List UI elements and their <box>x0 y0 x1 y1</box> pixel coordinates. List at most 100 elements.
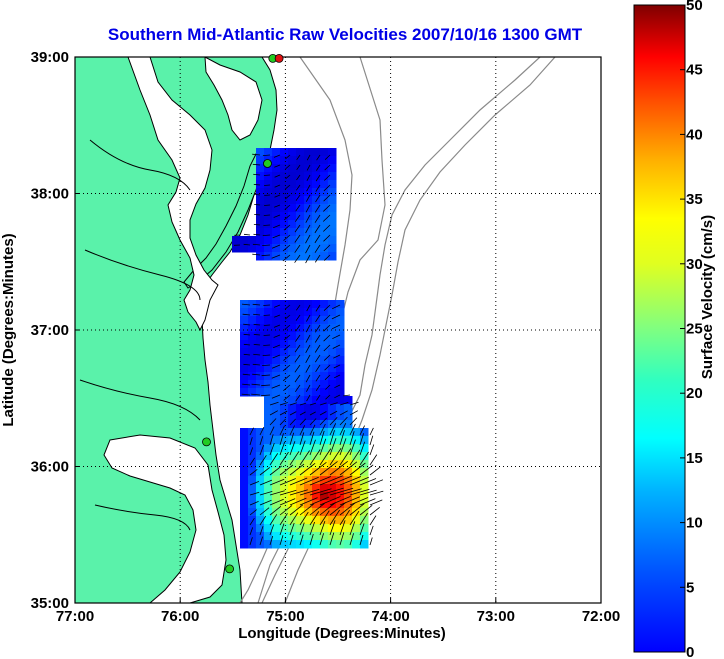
velocity-vector <box>329 402 338 406</box>
velocity-cell <box>344 452 353 461</box>
velocity-cell <box>336 412 345 421</box>
velocity-cell <box>328 332 337 341</box>
velocity-cell <box>320 244 329 253</box>
velocity-vector <box>314 324 321 333</box>
velocity-cell <box>304 476 313 485</box>
velocity-vector <box>309 402 317 406</box>
velocity-cell <box>280 476 289 485</box>
velocity-vector <box>305 194 311 202</box>
velocity-vector <box>314 214 321 223</box>
velocity-vector <box>273 214 281 218</box>
velocity-cell <box>264 228 273 237</box>
velocity-cell <box>256 476 265 485</box>
velocity-vector <box>331 304 341 310</box>
velocity-vector <box>283 234 291 241</box>
velocity-vector <box>339 423 347 436</box>
velocity-vector <box>259 436 264 446</box>
velocity-vector <box>279 478 296 486</box>
map-grid <box>75 57 601 603</box>
velocity-cell <box>320 524 329 533</box>
velocity-cell <box>288 228 297 237</box>
velocity-cell <box>296 172 305 181</box>
velocity-cell <box>264 476 273 485</box>
velocity-vector <box>299 440 306 456</box>
velocity-cell <box>240 308 249 317</box>
velocity-vector <box>359 504 373 516</box>
velocity-vector <box>263 214 271 216</box>
velocity-vector <box>294 214 301 222</box>
velocity-cell <box>296 156 305 165</box>
velocity-cell <box>328 540 337 549</box>
velocity-cell <box>256 364 265 373</box>
velocity-cell <box>312 388 321 397</box>
velocity-cell <box>344 420 353 429</box>
velocity-cell <box>232 244 241 253</box>
velocity-vector <box>349 521 356 536</box>
velocity-cell <box>336 500 345 509</box>
velocity-cell <box>304 460 313 469</box>
velocity-vector <box>314 224 321 234</box>
velocity-cell <box>312 516 321 525</box>
velocity-vector <box>299 488 320 496</box>
velocity-cell <box>288 332 297 341</box>
velocity-vector <box>369 479 383 486</box>
velocity-vector <box>243 243 251 246</box>
velocity-cell <box>328 484 337 493</box>
velocity-vector <box>249 491 260 496</box>
velocity-cell <box>272 316 281 325</box>
velocity-vector <box>323 234 331 242</box>
velocity-cell <box>304 516 313 525</box>
velocity-vector <box>254 194 261 196</box>
velocity-cell <box>304 332 313 341</box>
velocity-cell <box>240 388 249 397</box>
velocity-vector <box>325 394 331 400</box>
velocity-vector <box>249 447 254 456</box>
velocity-cell <box>296 212 305 221</box>
velocity-cell <box>288 508 297 517</box>
velocity-vector <box>253 233 261 236</box>
velocity-vector <box>279 523 285 536</box>
velocity-vector <box>299 534 304 546</box>
velocity-vector <box>249 481 260 486</box>
velocity-cell <box>304 348 313 357</box>
velocity-cell <box>352 436 361 445</box>
velocity-vector <box>295 334 301 342</box>
velocity-cell <box>256 484 265 493</box>
velocity-vector <box>262 234 271 236</box>
velocity-cell <box>256 212 265 221</box>
velocity-cell <box>296 364 305 373</box>
velocity-cell <box>328 228 337 237</box>
velocity-cell <box>312 148 321 157</box>
velocity-vector <box>323 334 331 342</box>
velocity-cell <box>280 436 289 445</box>
velocity-cell <box>288 156 297 165</box>
velocity-vector <box>285 154 291 160</box>
velocity-cell <box>336 428 345 437</box>
velocity-vector <box>269 442 275 456</box>
velocity-vector <box>319 411 327 416</box>
velocity-cell <box>272 404 281 413</box>
velocity-cell <box>264 300 273 309</box>
velocity-cell <box>336 524 345 533</box>
velocity-vector <box>289 451 300 466</box>
velocity-cell <box>264 436 273 445</box>
velocity-vector <box>369 506 380 516</box>
velocity-cell <box>248 460 257 469</box>
velocity-cell <box>312 204 321 213</box>
velocity-vector <box>249 457 256 466</box>
velocity-vector <box>319 502 336 516</box>
velocity-cell <box>256 524 265 533</box>
velocity-vector <box>285 164 291 170</box>
velocity-vector <box>264 194 271 196</box>
velocity-cell <box>360 484 369 493</box>
velocity-cell <box>328 508 337 517</box>
velocity-cell <box>320 492 329 501</box>
velocity-cell <box>240 332 249 341</box>
velocity-cell <box>288 372 297 381</box>
velocity-cell <box>304 492 313 501</box>
velocity-vector <box>262 354 271 356</box>
velocity-cell <box>344 428 353 437</box>
velocity-cell <box>336 444 345 453</box>
velocity-vector <box>259 507 270 516</box>
velocity-cell <box>304 148 313 157</box>
